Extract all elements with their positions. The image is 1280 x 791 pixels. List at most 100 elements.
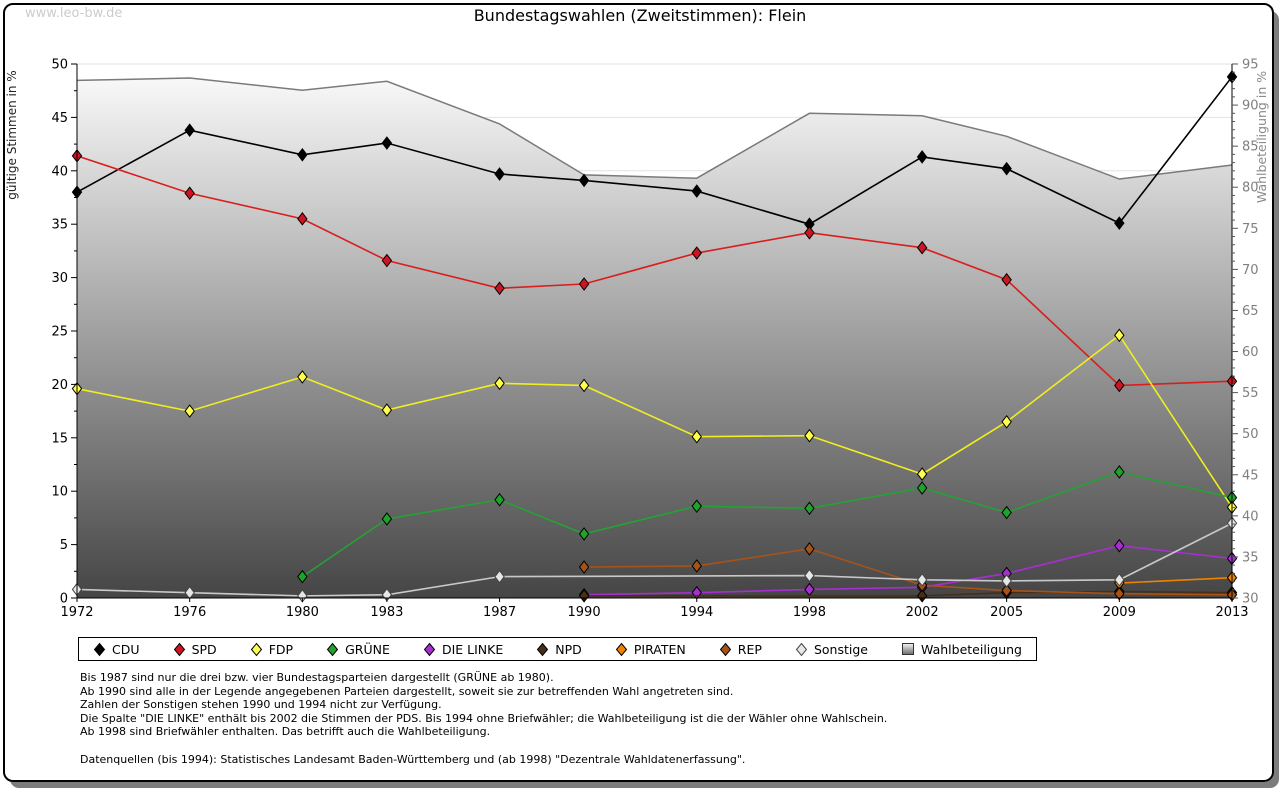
left-axis: 0 5 10 15 20 25 30 35 40 45 50 (51, 58, 77, 607)
marker-cdu (297, 147, 308, 162)
svg-text:35: 35 (51, 218, 68, 233)
svg-text:1972: 1972 (60, 605, 93, 620)
svg-text:55: 55 (1242, 386, 1259, 401)
marker-rep (578, 560, 590, 574)
svg-text:50: 50 (51, 58, 68, 73)
svg-text:40: 40 (1242, 509, 1259, 524)
marker-rep (1001, 583, 1012, 598)
series-swatch (93, 642, 106, 656)
turnout-line (76, 77, 1233, 180)
svg-text:1976: 1976 (173, 605, 206, 620)
legend-label: SPD (191, 641, 217, 657)
marker-cdu (184, 123, 195, 138)
svg-text:90: 90 (1242, 99, 1259, 114)
marker-fdp (916, 467, 928, 481)
series-swatch (719, 642, 731, 656)
marker-spd (578, 277, 590, 291)
marker-gr-ne (578, 527, 590, 541)
legend-label: DIE LINKE (441, 641, 504, 657)
marker-sonstige (916, 573, 928, 587)
right-axis: 30 35 40 45 50 55 60 65 70 75 80 85 90 95 (1232, 58, 1259, 607)
turnout-area (77, 77, 1232, 598)
svg-text:40: 40 (51, 164, 68, 179)
series-swatch (615, 642, 627, 656)
svg-text:10: 10 (51, 485, 68, 500)
marker-spd (494, 281, 505, 296)
marker-sonstige (494, 569, 505, 584)
legend-item-spd: SPD (173, 642, 217, 657)
svg-text:1998: 1998 (793, 605, 826, 620)
marker-fdp (297, 370, 308, 384)
note-line: Ab 1990 sind alle in der Legende angegeb… (80, 684, 734, 698)
legend-label: Wahlbeteiligung (921, 641, 1022, 657)
marker-spd (691, 246, 702, 260)
legend-item-sonstige: Sonstige (795, 642, 868, 657)
legend-label: FDP (268, 641, 294, 657)
marker-gr-ne (1001, 505, 1012, 520)
marker-cdu (1114, 216, 1125, 230)
svg-text:35: 35 (1242, 550, 1259, 565)
series-spd (71, 149, 1238, 393)
marker-fdp (494, 376, 505, 391)
legend-item-gr-ne: GRÜNE (326, 642, 390, 657)
legend-item-piraten: PIRATEN (615, 642, 686, 657)
marker-rep (804, 542, 815, 556)
marker-fdp (578, 378, 590, 393)
marker-fdp (804, 428, 815, 443)
svg-text:70: 70 (1242, 263, 1259, 278)
legend-item-die-linke: DIE LINKE (423, 642, 503, 657)
svg-text:75: 75 (1242, 222, 1259, 237)
svg-text:50: 50 (1242, 427, 1259, 442)
series-swatch (326, 642, 339, 656)
marker-cdu (381, 136, 393, 150)
marker-gr-ne (381, 512, 393, 526)
svg-text:2013: 2013 (1215, 605, 1248, 620)
marker-gr-ne (691, 499, 702, 513)
marker-spd (1114, 378, 1125, 393)
legend-label: GRÜNE (345, 641, 390, 657)
marker-spd (381, 253, 393, 268)
turnout-swatch (902, 643, 915, 655)
legend-item-rep: REP (719, 642, 762, 657)
svg-text:1994: 1994 (680, 605, 713, 620)
legend-item-wahlbeteiligung: Wahlbeteiligung (901, 642, 1022, 657)
svg-text:85: 85 (1242, 140, 1259, 155)
chart: 0 5 10 15 20 25 30 35 40 45 50 30 35 40 45 50 55 60 65 70 75… (5, 58, 1269, 621)
series-fdp (71, 328, 1238, 515)
legend-label: NPD (555, 641, 582, 657)
svg-text:2002: 2002 (906, 605, 939, 620)
svg-text:80: 80 (1242, 181, 1259, 196)
svg-text:65: 65 (1242, 304, 1259, 319)
marker-cdu (578, 173, 590, 188)
page-title: Bundestagswahlen (Zweitstimmen): Flein (473, 6, 807, 25)
legend: CDU SPD FDP GRÜNE DIE LINKE NPD PIRATEN REP Sons… (78, 637, 1037, 661)
series-swatch (423, 642, 436, 656)
series-swatch (173, 642, 185, 656)
series-swatch (537, 642, 549, 656)
svg-text:0: 0 (60, 592, 68, 607)
marker-gr-ne (916, 481, 928, 495)
marker-spd (184, 186, 195, 201)
marker-gr-ne (297, 569, 308, 584)
x-axis: 1972 1976 1980 1983 1987 1990 1994 1998 2002 2005… (60, 598, 1249, 620)
marker-sonstige (1114, 573, 1125, 587)
watermark: www.leo-bw.de (25, 6, 123, 21)
marker-gr-ne (804, 501, 815, 516)
note-line: Zahlen der Sonstigen stehen 1990 und 199… (80, 698, 442, 712)
legend-label: PIRATEN (633, 641, 686, 657)
right-axis-title: Wahlbeteiligung in % (1254, 71, 1269, 203)
svg-text:2005: 2005 (990, 605, 1023, 620)
marker-fdp (381, 403, 393, 417)
svg-text:1983: 1983 (370, 605, 403, 620)
svg-text:25: 25 (51, 325, 68, 340)
marker-spd (804, 225, 815, 240)
marker-sonstige (804, 568, 815, 583)
marker-fdp (1001, 414, 1012, 429)
series-gr-ne (297, 465, 1238, 584)
legend-item-npd: NPD (536, 642, 582, 657)
series-swatch (795, 642, 808, 656)
marker-cdu (916, 150, 928, 164)
svg-text:15: 15 (51, 431, 68, 446)
marker-spd (1001, 272, 1012, 287)
svg-text:30: 30 (51, 271, 68, 286)
